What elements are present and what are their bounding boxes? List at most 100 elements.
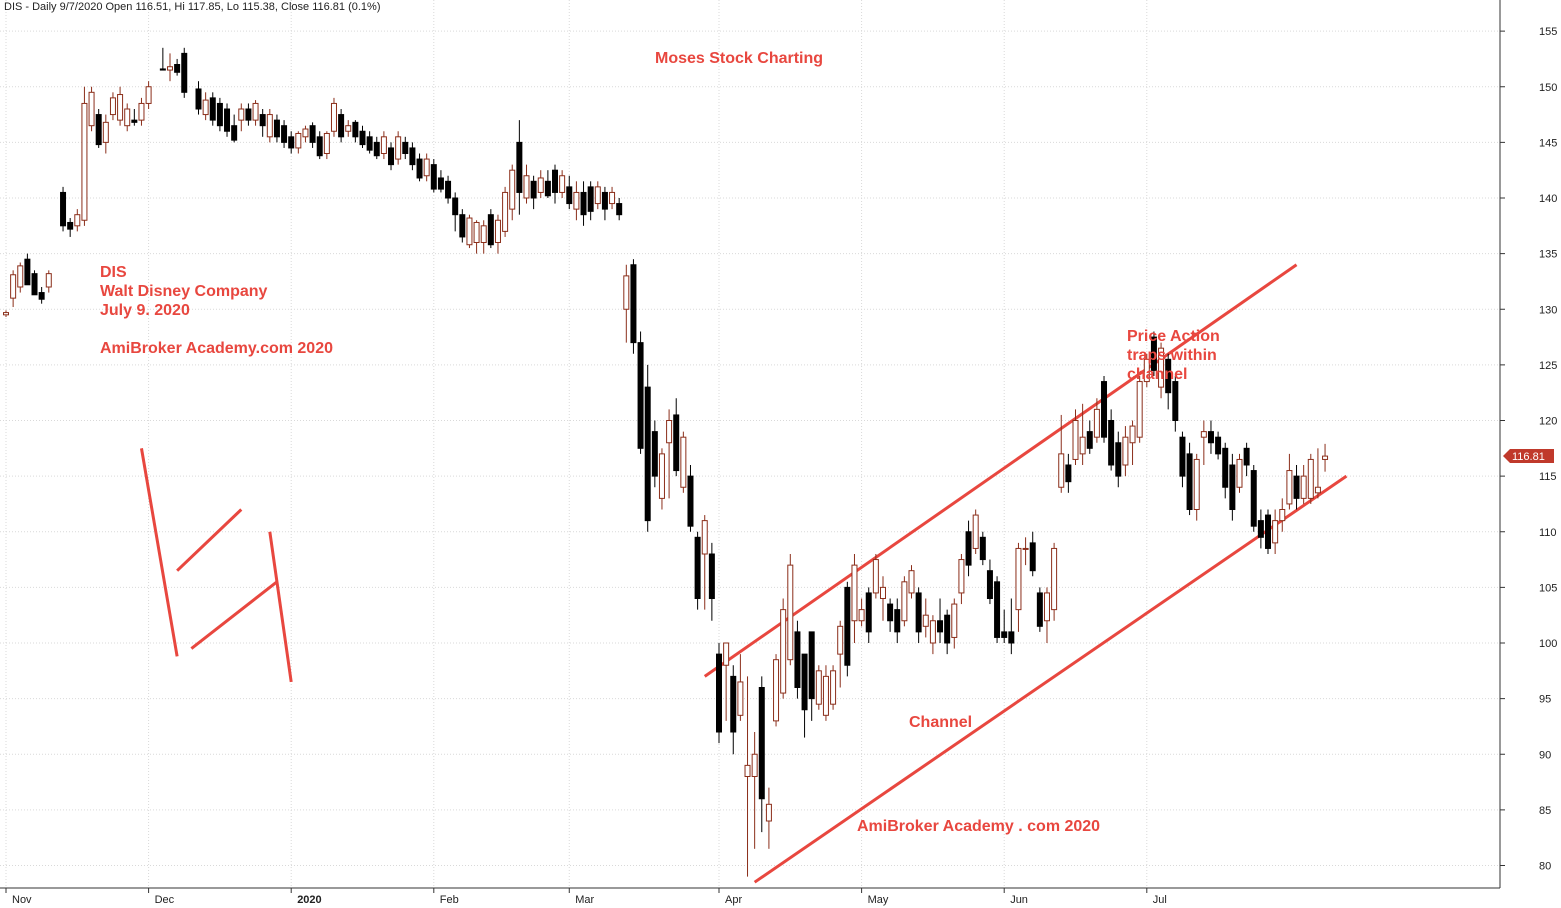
candle-body-down [937,620,944,633]
x-tick-label: Feb [440,894,459,906]
candle-body-up [951,603,958,638]
candle-body-up [3,312,9,316]
candle-body-down [1257,520,1264,538]
candle-body-down [865,592,872,633]
y-tick-label: 135 [1539,249,1557,261]
candle-body-down [373,141,380,157]
candle-body-down [288,136,295,149]
last-price-label: 116.81 [1512,451,1545,463]
candle-body-down [794,631,801,688]
y-tick-label: 125 [1539,360,1557,372]
candle-body-up [1272,520,1279,544]
candle-body-up [872,559,879,594]
candle-body-down [687,475,694,527]
y-tick-label: 145 [1539,137,1557,149]
y-tick-label: 100 [1539,638,1557,650]
candle-body-down [1222,447,1229,488]
candle-body-up [1193,458,1200,510]
candle-body-up [594,186,601,205]
candle-body-up [109,97,116,116]
candle-body-down [174,64,181,73]
price-action-label-1: Price Action [1127,328,1220,345]
candle-body-down [1150,336,1157,371]
candle-body-up [1322,455,1329,460]
candle-body-down [1001,631,1008,638]
candle-body-up [166,66,173,71]
channel-label: Channel [909,714,973,731]
candle-body-down [1036,592,1043,627]
candle-body-up [395,136,402,160]
candle-body-up [737,681,744,716]
candle-body-down [416,158,423,179]
candle-body-up [494,219,501,243]
x-tick-label: Apr [725,894,742,906]
candle-body-up [780,609,787,694]
candle-body-down [616,203,623,216]
y-tick-label: 105 [1539,582,1557,594]
candle-body-down [309,125,316,143]
candle-body-up [744,764,751,777]
candle-body-down [673,414,680,472]
candle-body-down [1108,420,1115,466]
candle-body-down [1115,442,1122,477]
candle-body-up [145,86,152,104]
candle-body-down [651,431,658,477]
candle-body-up [901,581,908,622]
candle-body-down [437,177,444,190]
candle-body-down [316,136,323,157]
candle-body-up [972,514,979,549]
candle-body-down [352,121,359,138]
candle-body-down [530,180,537,199]
pattern-line [176,508,243,572]
candle-body-down [31,273,38,296]
candle-body-up [124,108,131,127]
candle-body-down [445,180,452,199]
x-tick-label: Jun [1010,894,1028,906]
candle-body-up [958,559,965,594]
y-tick-label: 115 [1539,471,1557,483]
y-tick-label: 155 [1539,26,1557,38]
candle-body-up [1307,458,1314,499]
candle-body-up [851,564,858,622]
candle-body-down [694,536,701,599]
channel-lower-line [753,474,1348,884]
candle-body-up [302,128,309,138]
candle-body-up [815,670,822,705]
candle-body-down [887,603,894,622]
x-tick-label: Nov [12,894,32,906]
y-tick-label: 80 [1539,861,1551,873]
candle-body-down [644,386,651,522]
y-tick-label: 95 [1539,694,1551,706]
candle-body-up [102,121,109,143]
candle-body-up [1158,347,1165,388]
candle-body-down [708,553,715,599]
candle-body-down [259,114,266,127]
pattern-line [268,531,293,683]
candle-body-up [81,102,88,221]
candle-body-down [181,52,188,93]
candle-body-down [231,125,238,141]
channel-lines [139,263,1348,884]
y-tick-label: 85 [1539,805,1551,817]
grid-lines [0,0,1500,888]
footer-label: AmiBroker Academy . com 2020 [857,818,1101,835]
candle-body-down [716,653,722,733]
candle-body-down [430,164,437,190]
candle-body-down [808,631,815,700]
candle-body-up [45,273,52,288]
candle-body-down [1029,542,1036,572]
candle-body-up [1236,458,1243,488]
candle-body-up [701,520,708,555]
candle-body-up [10,274,17,299]
candle-body-down [580,191,587,216]
candle-body-up [559,175,566,193]
x-tick-label: May [868,894,889,906]
candle-body-down [60,191,67,227]
candle-body-down [1172,381,1179,421]
candle-body-down [1008,631,1015,644]
candle-body-down [1243,447,1250,466]
candle-body-down [1086,431,1093,449]
candle-body-down [1065,464,1072,483]
